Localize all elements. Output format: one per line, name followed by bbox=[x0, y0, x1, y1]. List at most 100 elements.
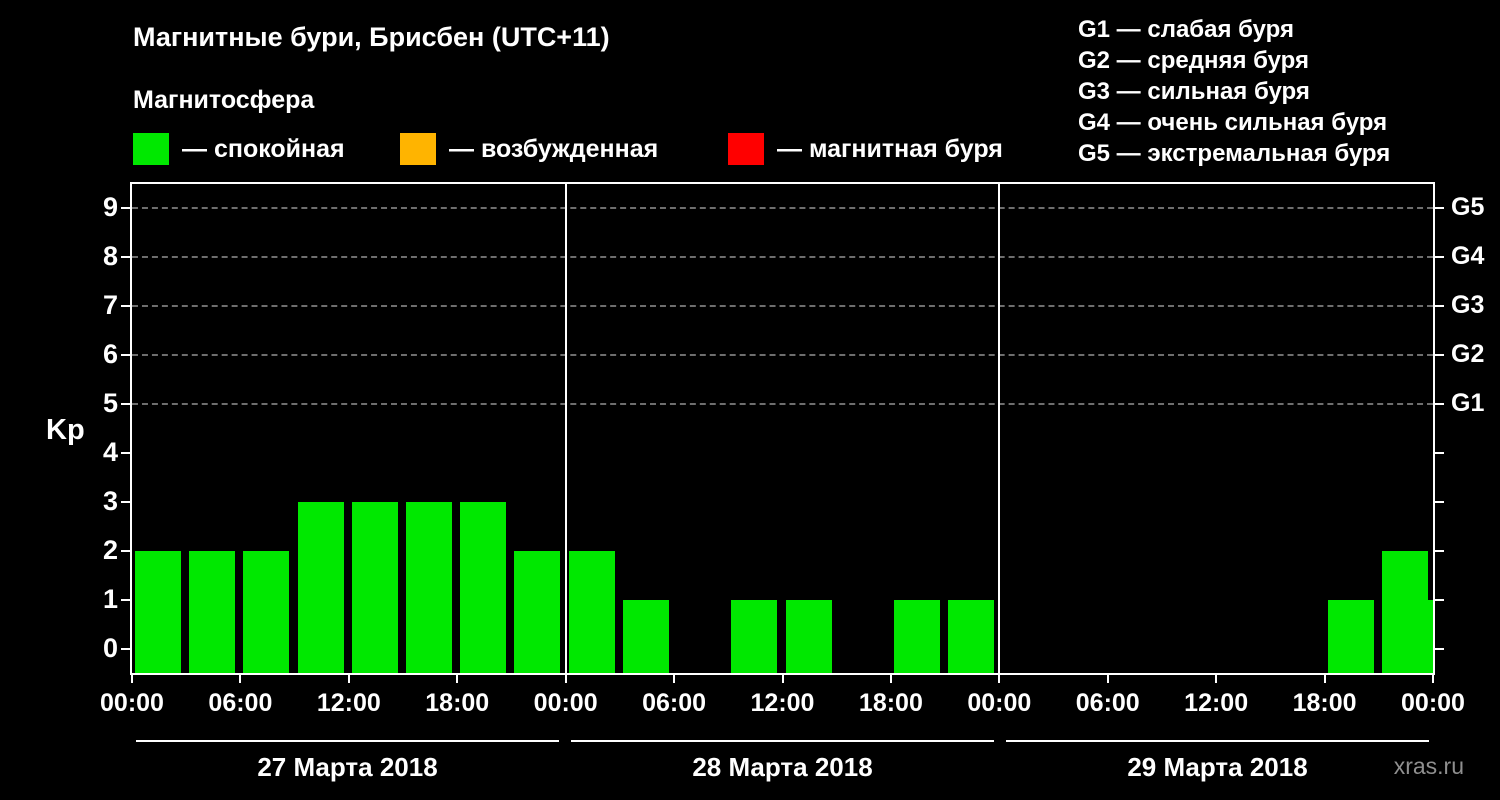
time-tick-label: 00:00 bbox=[1401, 689, 1465, 717]
date-underline bbox=[1006, 740, 1429, 742]
y-tick bbox=[121, 598, 130, 601]
y-tick-label: 5 bbox=[102, 388, 118, 419]
x-tick bbox=[564, 675, 567, 683]
x-tick bbox=[673, 675, 676, 683]
y-tick-right bbox=[1435, 500, 1444, 503]
g-level-label: G1 bbox=[1451, 389, 1485, 418]
kp-bar bbox=[785, 599, 832, 673]
x-tick bbox=[1323, 675, 1326, 683]
y-tick-right bbox=[1435, 451, 1444, 454]
y-tick bbox=[121, 256, 130, 259]
y-tick bbox=[121, 549, 130, 552]
storm-scale-item-g5: G5 — экстремальная буря bbox=[1078, 140, 1391, 167]
legend-label-excited: — возбужденная bbox=[449, 134, 659, 163]
time-tick-label: 00:00 bbox=[967, 689, 1032, 717]
time-tick-label: 12:00 bbox=[1184, 689, 1249, 717]
y-tick bbox=[121, 647, 130, 650]
y-tick bbox=[121, 403, 130, 406]
plot-area bbox=[130, 182, 1435, 675]
excited-color-swatch bbox=[400, 133, 436, 165]
y-tick-right bbox=[1435, 598, 1444, 601]
x-tick bbox=[456, 675, 459, 683]
y-tick-label: 2 bbox=[102, 534, 118, 565]
gridline bbox=[132, 305, 1433, 308]
storm-color-swatch bbox=[728, 133, 764, 165]
x-tick bbox=[1106, 675, 1109, 683]
y-tick bbox=[121, 354, 130, 357]
y-tick-right bbox=[1435, 549, 1444, 552]
kp-bar-partial bbox=[1417, 599, 1433, 673]
kp-bar bbox=[731, 599, 778, 673]
y-tick-right bbox=[1435, 256, 1444, 259]
kp-bar bbox=[514, 550, 561, 673]
x-tick bbox=[889, 675, 892, 683]
day-separator bbox=[564, 184, 567, 673]
y-tick-label: 1 bbox=[102, 583, 118, 614]
date-underline bbox=[136, 740, 559, 742]
y-tick-right bbox=[1435, 207, 1444, 210]
g-level-label: G3 bbox=[1451, 291, 1485, 320]
x-tick bbox=[1215, 675, 1218, 683]
y-tick-right bbox=[1435, 305, 1444, 308]
date-label: 29 Марта 2018 bbox=[1127, 752, 1308, 782]
kp-bar bbox=[351, 501, 398, 673]
storm-scale-legend: G1 — слабая буря G2 — средняя буря G3 — … bbox=[1078, 14, 1390, 169]
y-tick-label: 3 bbox=[102, 485, 118, 516]
y-tick-label: 0 bbox=[102, 632, 118, 663]
legend-item-storm: — магнитная буря bbox=[728, 132, 1003, 166]
magnetosphere-label: Магнитосфера bbox=[133, 86, 315, 114]
y-tick-label: 6 bbox=[102, 339, 118, 370]
gridline bbox=[132, 207, 1433, 210]
storm-scale-item-g1: G1 — слабая буря bbox=[1078, 16, 1295, 43]
y-tick-label: 8 bbox=[102, 241, 118, 272]
time-tick-label: 12:00 bbox=[750, 689, 815, 717]
legend-label-storm: — магнитная буря bbox=[777, 134, 1003, 163]
y-tick bbox=[121, 305, 130, 308]
x-tick bbox=[239, 675, 242, 683]
time-tick-label: 00:00 bbox=[100, 689, 164, 717]
y-tick-label: 9 bbox=[102, 192, 118, 223]
kp-bar bbox=[135, 550, 181, 673]
quiet-color-swatch bbox=[133, 133, 169, 165]
y-tick bbox=[121, 207, 130, 210]
date-underline bbox=[571, 740, 994, 742]
date-label: 28 Марта 2018 bbox=[692, 752, 873, 782]
kp-bar bbox=[1327, 599, 1374, 673]
x-tick bbox=[131, 675, 133, 683]
time-tick-label: 18:00 bbox=[425, 689, 490, 717]
legend-item-excited: — возбужденная bbox=[400, 132, 658, 166]
g-level-label: G2 bbox=[1451, 340, 1485, 369]
kp-bar bbox=[568, 550, 615, 673]
time-tick-label: 06:00 bbox=[642, 689, 707, 717]
time-tick-label: 18:00 bbox=[1292, 689, 1357, 717]
kp-bar bbox=[893, 599, 940, 673]
y-tick-right bbox=[1435, 354, 1444, 357]
kp-bar bbox=[297, 501, 344, 673]
kp-bar bbox=[948, 599, 995, 673]
legend-item-quiet: — спокойная bbox=[133, 132, 345, 166]
kp-bar bbox=[243, 550, 290, 673]
legend-label-quiet: — спокойная bbox=[182, 134, 345, 163]
g-level-label: G5 bbox=[1451, 193, 1485, 222]
page-title: Магнитные бури, Брисбен (UTC+11) bbox=[133, 22, 610, 52]
x-tick bbox=[1432, 675, 1434, 683]
gridline bbox=[132, 256, 1433, 259]
date-label: 27 Марта 2018 bbox=[257, 752, 438, 782]
y-tick-right bbox=[1435, 403, 1444, 406]
storm-scale-item-g2: G2 — средняя буря bbox=[1078, 47, 1309, 74]
kp-bar bbox=[622, 599, 669, 673]
y-tick-label: 4 bbox=[102, 436, 118, 467]
time-tick-label: 06:00 bbox=[1075, 689, 1140, 717]
kp-bar bbox=[406, 501, 453, 673]
time-tick-label: 00:00 bbox=[533, 689, 598, 717]
storm-scale-item-g3: G3 — сильная буря bbox=[1078, 78, 1310, 105]
x-tick bbox=[781, 675, 784, 683]
x-tick bbox=[347, 675, 350, 683]
y-tick bbox=[121, 451, 130, 454]
y-tick bbox=[121, 500, 130, 503]
y-tick-label: 7 bbox=[102, 290, 118, 321]
kp-bar bbox=[189, 550, 236, 673]
y-axis-label: Kp bbox=[46, 414, 85, 446]
day-separator bbox=[998, 184, 1001, 673]
